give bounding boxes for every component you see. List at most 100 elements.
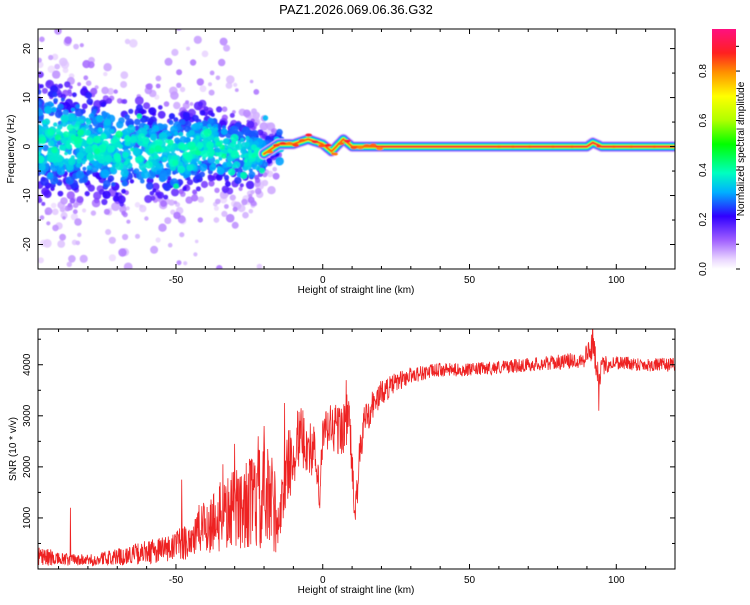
spectrogram-blob [199,171,206,178]
spectrogram-blob [193,35,202,44]
spectrogram-blob [206,148,216,157]
spectrogram-blob [81,159,86,165]
spectrogram-x-tick-label: -50 [169,275,184,286]
spectrogram-blob [221,106,228,112]
spectrogram-blob [41,201,46,206]
spectrogram-blob [163,101,170,107]
spectrogram-blob [183,113,191,121]
spectrogram-blob [105,229,112,235]
spectrogram-blob [71,107,75,112]
spectrogram-blob [77,82,81,87]
spectrogram-blob [128,108,134,114]
spectrogram-blob [179,232,185,238]
spectrogram-blob [54,271,58,275]
spectrogram-blob [116,121,124,129]
spectrogram-blob [75,162,82,168]
spectrogram-blob [129,135,137,144]
spectrogram-blob [115,130,123,138]
spectrogram-ridge-blob [285,141,293,145]
snr-frame [37,328,676,570]
snr-plot-area [38,329,675,569]
spectrogram-blob [84,124,90,130]
spectrogram-x-tick-label: 50 [464,275,476,286]
spectrogram-blob [51,146,58,154]
spectrogram-ridge-blob [611,145,617,148]
spectrogram-blob [160,200,168,208]
spectrogram-blob [120,81,128,88]
spectrogram-blob [206,141,214,150]
spectrogram-blob [177,165,186,174]
spectrogram-blob [86,165,92,171]
spectrogram-blob [109,166,116,173]
spectrogram-blob [48,54,54,61]
spectrogram-blob [66,143,73,150]
spectrogram-ridge-blob [569,145,575,148]
spectrogram-blob [157,110,166,119]
colorbar-tick-label: 0.4 [698,163,709,177]
spectrogram-ridge-blob [318,144,326,148]
spectrogram-blob [59,162,64,167]
spectrogram-blob [39,84,44,89]
spectrogram-blob [135,282,142,289]
spectrogram-blob [231,221,239,229]
spectrogram-ridge-blob [324,143,332,147]
spectrogram-blob [47,172,54,178]
spectrogram-ridge-blob [350,146,358,150]
spectrogram-blob [217,166,221,171]
spectrogram-blob [140,117,146,123]
spectrogram-blob [110,138,117,145]
spectrogram-blob [193,252,198,257]
spectrogram-blob [75,116,81,122]
spectrogram-blob [192,189,198,195]
colorbar-gradient [712,29,736,269]
spectrogram-blob [75,170,85,179]
spectrogram-blob [120,71,129,79]
spectrogram-blob [266,158,273,165]
spectrogram-blob [197,217,203,223]
spectrogram-blob [158,132,168,141]
spectrogram-blob [223,44,231,52]
spectrogram-blob [198,101,203,107]
spectrogram-x-label: Height of straight line (km) [298,285,415,296]
spectrogram-ridge-blob [311,140,319,144]
spectrogram-blob [138,157,143,162]
spectrogram-blob [60,137,67,144]
spectrogram-blob [100,101,107,108]
spectrogram-blob [271,128,275,133]
spectrogram-blob [102,190,111,199]
spectrogram-x-tick-label: 100 [608,275,625,286]
spectrogram-blob [124,135,131,142]
spectrogram-blob [38,89,42,95]
spectrogram-blob [228,168,236,176]
spectrogram-blob [144,216,149,221]
spectrogram-blob [76,158,82,164]
spectrogram-blob [67,89,72,94]
spectrogram-blob [134,118,141,126]
spectrogram-ridge-core [375,141,675,148]
spectrogram-blob [59,233,66,241]
spectrogram-ridge-blob [550,145,556,148]
snr-y-tick-label: 3000 [22,404,33,427]
spectrogram-blob [103,179,111,188]
spectrogram-ridge-blob [369,143,377,147]
spectrogram-blob [276,128,283,136]
spectrogram-ridge-blob [266,150,274,154]
spectrogram-blob [173,211,181,220]
spectrogram-blob [51,106,57,113]
spectrogram-blob [195,149,201,156]
spectrogram-y-tick-label: 20 [22,43,33,55]
spectrogram-y-tick-label: 0 [22,143,33,149]
spectrogram-blob [100,169,110,178]
spectrogram-blob [38,61,44,69]
spectrogram-blob [58,83,63,89]
spectrogram-blob [203,128,212,137]
snr-y-tick-label: 4000 [22,353,33,376]
spectrogram-blob [218,156,223,161]
spectrogram-blob [272,172,280,180]
spectrogram-blob [261,179,269,187]
spectrogram-blob [241,126,251,136]
spectrogram-blob [93,191,102,200]
spectrogram-blob [189,59,197,66]
spectrogram-blob [254,174,260,180]
